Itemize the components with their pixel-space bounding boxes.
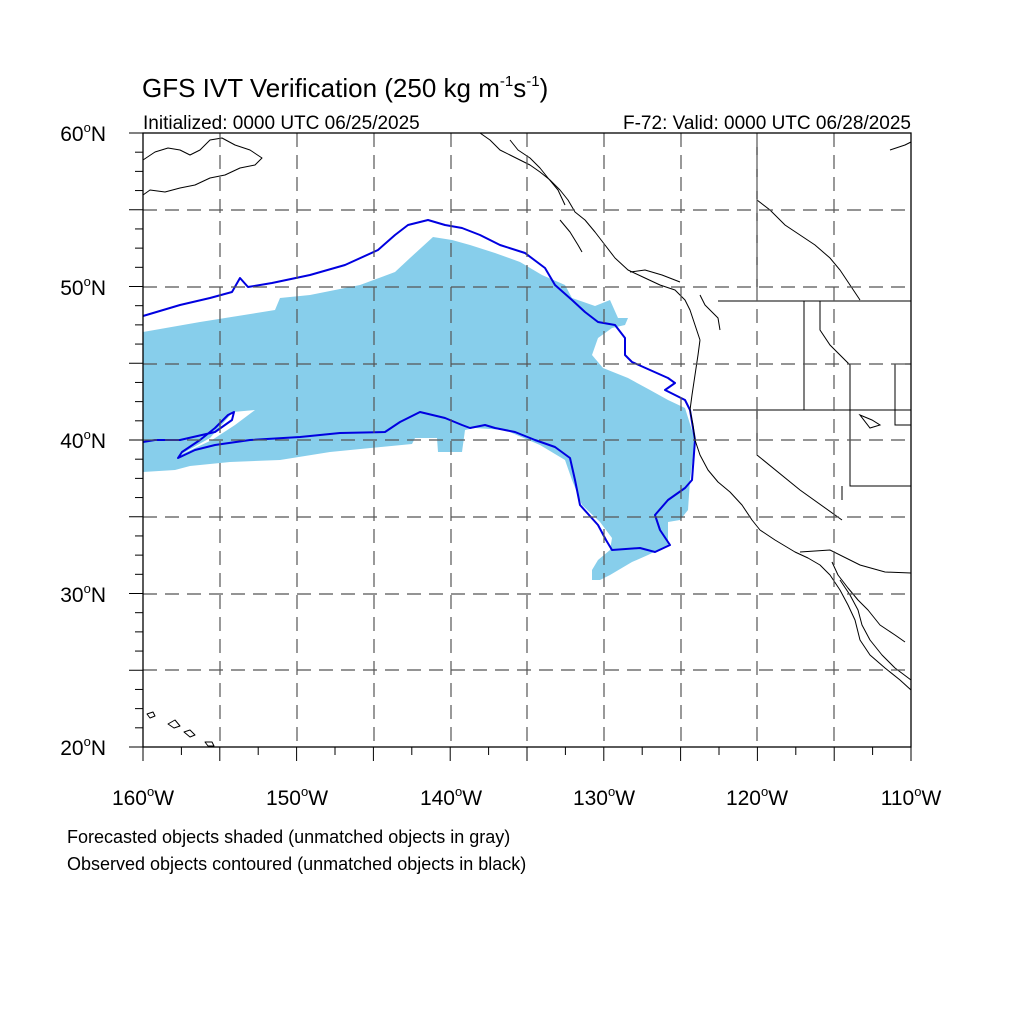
caption-forecast: Forecasted objects shaded (unmatched obj… [67, 827, 510, 847]
lat-label-40: 40oN [60, 427, 106, 453]
lon-label-150: 150oW [266, 784, 328, 810]
forecast-object [143, 237, 695, 580]
initialized-label: Initialized: 0000 UTC 06/25/2025 [143, 113, 420, 134]
coastlines [142, 132, 912, 747]
lat-label-50: 50oN [60, 274, 106, 300]
lat-label-30: 30oN [60, 581, 106, 607]
lon-label-160: 160oW [112, 784, 174, 810]
lat-label-60: 60oN [60, 120, 106, 146]
lat-labels: 60oN 50oN 40oN 30oN 20oN [60, 120, 106, 760]
axis-ticks [129, 132, 912, 761]
caption-observed: Observed objects contoured (unmatched ob… [67, 854, 526, 874]
graticule [143, 133, 911, 747]
lat-label-20: 20oN [60, 734, 106, 760]
observed-object [142, 219, 696, 553]
lon-labels: 160oW 150oW 140oW 130oW 120oW 110oW [112, 784, 942, 810]
lon-label-130: 130oW [573, 784, 635, 810]
lon-label-140: 140oW [420, 784, 482, 810]
map-title: GFS IVT Verification (250 kg m-1s-1) [142, 73, 548, 103]
lon-label-120: 120oW [726, 784, 788, 810]
valid-label: F-72: Valid: 0000 UTC 06/28/2025 [623, 113, 911, 134]
political-borders [693, 133, 912, 574]
lon-label-110: 110oW [881, 784, 942, 810]
